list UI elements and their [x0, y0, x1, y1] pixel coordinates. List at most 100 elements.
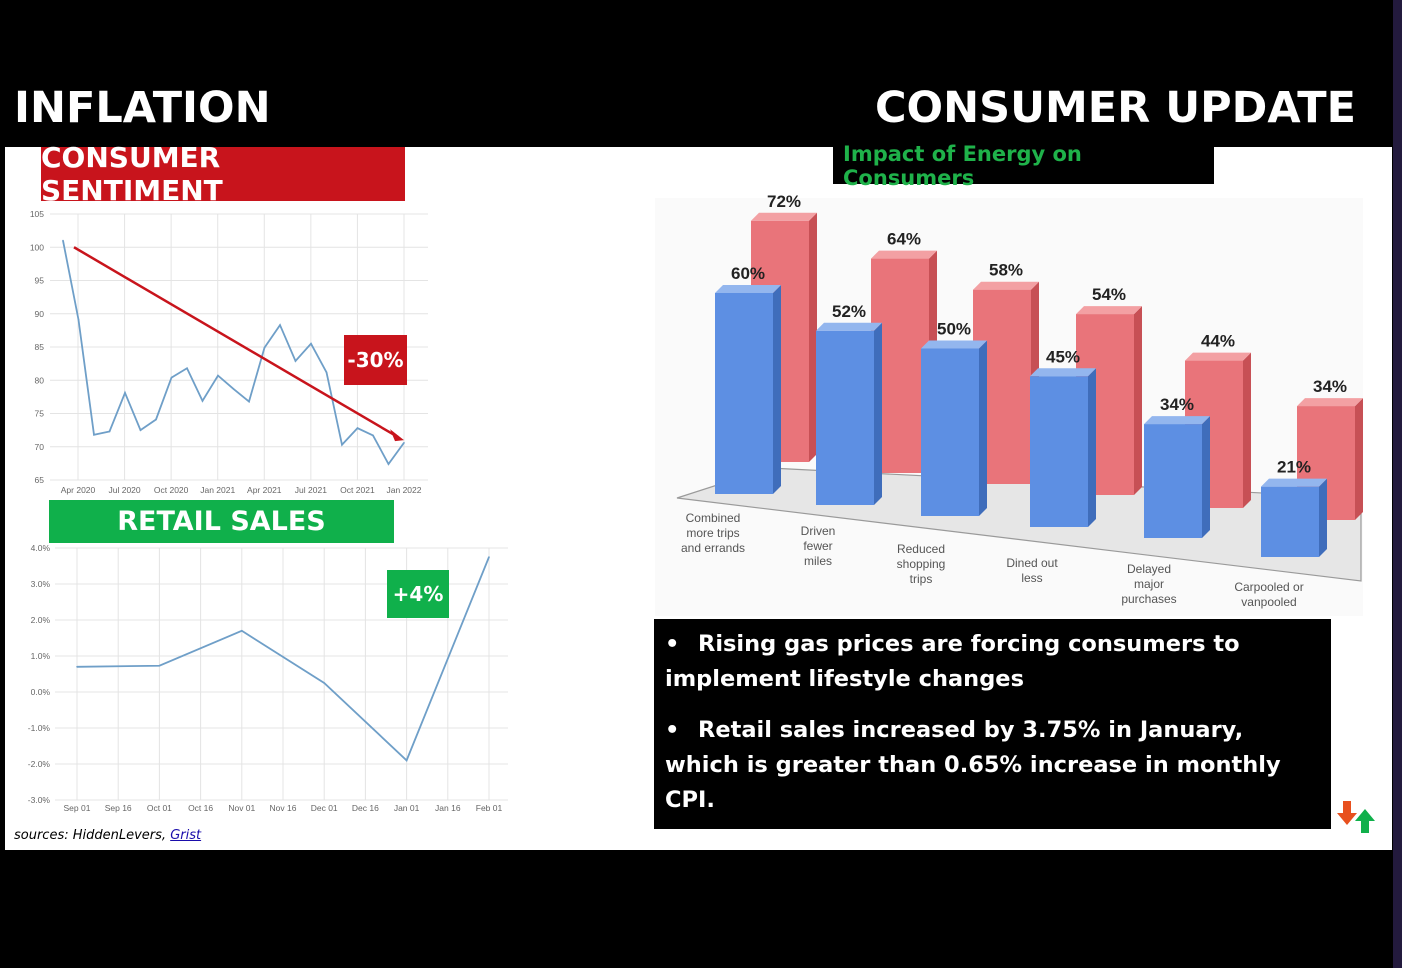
- sentiment-point: [341, 443, 343, 446]
- x-tick-label: Jul 2021: [295, 485, 327, 495]
- bullet-item: • Retail sales increased by 3.75% in Janu…: [665, 717, 1281, 813]
- y-tick-label: -2.0%: [28, 759, 51, 769]
- sentiment-point: [263, 346, 266, 349]
- x-tick-label: Oct 01: [147, 803, 172, 813]
- sentiment-point: [248, 400, 250, 403]
- sentiment-point: [139, 429, 142, 431]
- x-tick-label: Oct 2021: [340, 485, 375, 495]
- category-label: Combined more trips and errands: [681, 511, 745, 555]
- blue-bar-top: [715, 285, 781, 293]
- retail-point: [241, 630, 243, 632]
- grist-link[interactable]: Grist: [170, 828, 202, 843]
- x-tick-label: Nov 01: [228, 803, 255, 813]
- blue-bar: [1261, 486, 1319, 557]
- red-bar-top: [1076, 306, 1142, 315]
- bullet-item: • Rising gas prices are forcing consumers…: [665, 631, 1240, 692]
- red-bar-top: [1297, 398, 1363, 407]
- x-tick-label: Jan 16: [435, 803, 461, 813]
- red-bar-value-label: 34%: [1313, 377, 1347, 396]
- sentiment-point: [170, 376, 173, 379]
- red-bar-top: [751, 212, 817, 221]
- trend-arrow-head: [390, 429, 404, 442]
- sentiment-point: [93, 433, 95, 436]
- sentiment-point: [279, 324, 281, 326]
- y-tick-label: 0.0%: [31, 687, 51, 697]
- x-tick-label: Jan 2021: [200, 485, 235, 495]
- bullet-text: Retail sales increased by 3.75% in Janua…: [665, 717, 1281, 813]
- blue-bar-side: [1319, 478, 1327, 557]
- retail-point: [323, 682, 326, 684]
- retail-sales-chart: -3.0% -2.0% -1.0% 0.0% 1.0% 2.0% 3.0% 4.0% Sep 0…: [28, 543, 508, 813]
- red-bar-value-label: 58%: [989, 261, 1023, 280]
- y-tick-label: 75: [35, 409, 45, 419]
- red-bar-top: [871, 250, 937, 259]
- y-tick-label: 3.0%: [31, 579, 51, 589]
- red-bar-side: [809, 212, 817, 462]
- y-tick-label: 70: [35, 442, 45, 452]
- blue-bar-value-label: 52%: [832, 302, 866, 321]
- y-tick-label: 1.0%: [31, 651, 51, 661]
- blue-bar-value-label: 21%: [1277, 458, 1311, 477]
- blue-bar-top: [1261, 478, 1327, 487]
- sources-note: sources: HiddenLevers, Grist: [14, 828, 201, 843]
- sentiment-point: [356, 427, 359, 429]
- retail-point: [76, 666, 78, 668]
- sentiment-point: [155, 418, 157, 421]
- trend-arrow-line: [73, 246, 399, 439]
- sentiment-change-badge: -30%: [344, 335, 407, 385]
- red-bar-side: [1355, 398, 1363, 520]
- blue-bar-side: [1202, 416, 1210, 538]
- category-label: Driven fewer miles: [801, 524, 836, 568]
- sentiment-point: [77, 318, 80, 321]
- sentiment-point: [186, 367, 188, 370]
- red-bar-value-label: 54%: [1092, 285, 1126, 304]
- red-bar-value-label: 44%: [1201, 332, 1235, 351]
- page-title-consumer-update: CONSUMER UPDATE: [875, 83, 1356, 133]
- blue-bar-value-label: 45%: [1046, 347, 1080, 366]
- x-tick-label: Nov 16: [270, 803, 297, 813]
- consumer-sentiment-chart: 65 70 75 80 85 90 95 100 105 Apr 2020 Jul 2020 Oct …: [30, 209, 428, 495]
- window-edge: [1393, 0, 1402, 968]
- y-tick-label: 85: [35, 342, 45, 352]
- sources-text: sources: HiddenLevers,: [14, 828, 171, 843]
- retail-point: [158, 664, 161, 667]
- x-tick-label: Apr 2021: [247, 485, 282, 495]
- energy-impact-chart: 72% 64% 58% 54% 44% 34% 60% 52% 50% 45% 34% 21% Comb…: [655, 192, 1363, 616]
- sentiment-point: [387, 463, 390, 465]
- red-bar-side: [1243, 352, 1251, 508]
- x-tick-label: Jan 01: [394, 803, 420, 813]
- energy-impact-label: Impact of Energy on Consumers: [833, 142, 1214, 190]
- blue-bar: [816, 330, 874, 505]
- x-tick-label: Sep 16: [105, 803, 132, 813]
- y-tick-label: 2.0%: [31, 615, 51, 625]
- y-tick-label: -1.0%: [28, 723, 51, 733]
- consumer-sentiment-label: CONSUMER SENTIMENT: [41, 141, 405, 207]
- blue-bar-value-label: 50%: [937, 320, 971, 339]
- sentiment-point: [217, 374, 219, 377]
- blue-bar-value-label: 60%: [731, 264, 765, 283]
- x-tick-label: Apr 2020: [61, 485, 96, 495]
- x-tick-label: Oct 16: [188, 803, 213, 813]
- red-bar-value-label: 64%: [887, 230, 921, 249]
- bullet-text: Rising gas prices are forcing consumers …: [665, 631, 1240, 692]
- sentiment-point: [294, 360, 297, 362]
- sentiment-point: [108, 430, 111, 433]
- blue-bar: [921, 348, 979, 516]
- retail-series-line: [76, 556, 490, 762]
- sentiment-point: [62, 239, 64, 242]
- x-tick-label: Sep 01: [64, 803, 91, 813]
- retail-point: [405, 759, 408, 762]
- sentiment-point: [403, 441, 405, 444]
- category-label: Reduced shopping trips: [897, 542, 946, 586]
- category-label: Delayed major purchases: [1121, 562, 1176, 606]
- red-bar-value-label: 72%: [767, 192, 801, 211]
- category-label: Carpooled or vanpooled: [1234, 580, 1303, 609]
- blue-bar-side: [874, 322, 882, 505]
- red-bar-side: [1134, 306, 1142, 495]
- blue-bar: [1144, 424, 1202, 538]
- blue-bar-top: [1144, 416, 1210, 425]
- x-tick-label: Dec 16: [352, 803, 379, 813]
- x-tick-label: Dec 01: [311, 803, 338, 813]
- blue-bar-side: [773, 285, 781, 494]
- blue-bar-side: [1088, 368, 1096, 527]
